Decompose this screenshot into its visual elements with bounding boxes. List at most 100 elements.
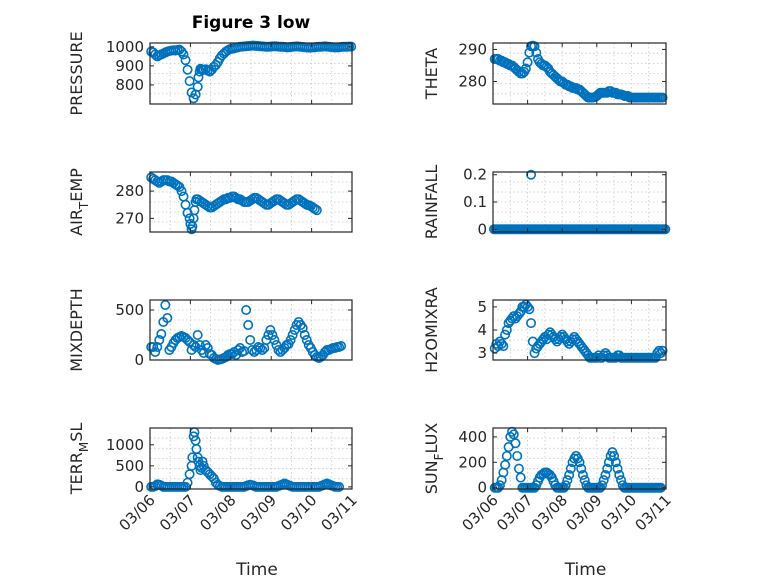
data-point	[297, 322, 308, 333]
y-tick-label: 1000	[106, 38, 144, 56]
data-point	[255, 342, 266, 353]
x-tick-label: 03/11	[632, 491, 675, 534]
y-tick-label: 290	[458, 40, 487, 58]
y-tick-label: 200	[458, 453, 487, 471]
data-point	[269, 334, 280, 345]
y-tick-label: 900	[115, 57, 144, 75]
y-tick-label: 0	[477, 479, 487, 497]
data-point	[657, 345, 668, 356]
y-tick-label: 0.1	[463, 193, 487, 211]
y-axis-label: THETA	[422, 48, 441, 100]
axes-frame	[492, 42, 667, 105]
y-axis-label: SUNFLUX	[422, 423, 446, 495]
axes-2: 280 290 THETA	[422, 40, 668, 105]
data-point	[603, 457, 614, 468]
x-tick-label: 03/08	[528, 491, 571, 534]
data-point	[311, 205, 322, 216]
axes-3: 270 280 AIRTEMP	[67, 168, 353, 236]
data-point	[507, 313, 518, 324]
x-tick-label: 03/06	[459, 491, 502, 534]
data-point	[285, 334, 296, 345]
data-point	[512, 450, 523, 461]
axes-6: 3 4 5 H2OMIXRA	[422, 287, 668, 373]
data-point	[567, 334, 578, 345]
figure-title: Figure 3 low	[192, 13, 311, 33]
data-point	[184, 469, 195, 480]
data-point	[154, 334, 165, 345]
axes-8: 0 200 400 SUNFLUX 03/0603/0703/0803/0903/100…	[422, 423, 675, 580]
data-point	[543, 329, 554, 340]
y-tick-label: 280	[115, 182, 144, 200]
data-point	[263, 329, 274, 340]
data-point	[273, 344, 284, 355]
data-point	[245, 334, 256, 345]
data-point	[610, 457, 621, 468]
data-point	[562, 475, 573, 486]
data-point	[562, 336, 573, 347]
data-point	[182, 334, 193, 345]
y-tick-label: 0	[477, 220, 487, 238]
data-point	[192, 329, 203, 340]
data-point	[500, 329, 511, 340]
data-point	[598, 475, 609, 486]
y-axis-label: AIRTEMP	[67, 168, 91, 236]
data-point	[334, 481, 345, 492]
data-point	[301, 334, 312, 345]
axes-frame	[149, 171, 353, 233]
data-point	[660, 224, 671, 235]
data-point	[148, 341, 159, 352]
x-tick-label: 03/11	[318, 491, 361, 534]
data-point	[612, 463, 623, 474]
y-axis-label: H2OMIXRA	[422, 287, 441, 373]
data-point	[182, 64, 193, 75]
data-point	[180, 199, 191, 210]
y-tick-label: 4	[477, 321, 487, 339]
y-axis-label: PRESSURE	[67, 31, 86, 115]
x-tick-label: 03/10	[277, 491, 320, 534]
data-point	[309, 203, 320, 214]
data-point	[265, 324, 276, 335]
data-point	[241, 304, 252, 315]
y-tick-label: 3	[477, 344, 487, 362]
data-point	[609, 450, 620, 461]
data-point	[577, 470, 588, 481]
data-point	[299, 329, 310, 340]
x-tick-label: 03/07	[156, 491, 199, 534]
x-tick-label: 03/09	[237, 491, 280, 534]
data-point	[287, 329, 298, 340]
data-point	[531, 47, 542, 58]
data-point	[529, 41, 540, 52]
axes-7: 0 500 1000 TERRMSL 03/0603/0703/0803/0903/10…	[67, 423, 361, 580]
y-axis-label: TERRMSL	[67, 423, 91, 496]
y-tick-label: 0.2	[463, 166, 487, 184]
data-point	[526, 169, 537, 180]
x-tick-label: 03/07	[493, 491, 536, 534]
axes-frame	[492, 427, 667, 490]
data-point	[150, 346, 161, 357]
x-axis-label: Time	[235, 560, 278, 580]
axes-frame	[149, 42, 353, 105]
data-point	[576, 463, 587, 474]
data-point	[160, 299, 171, 310]
data-point	[555, 331, 566, 342]
y-axis-label: RAINFALL	[422, 165, 441, 240]
x-tick-label: 03/06	[116, 491, 159, 534]
data-point	[176, 186, 187, 197]
x-tick-label: 03/10	[597, 491, 640, 534]
data-point	[178, 49, 189, 60]
data-point	[591, 352, 602, 363]
y-tick-label: 500	[115, 301, 144, 319]
y-tick-label: 500	[115, 457, 144, 475]
x-tick-label: 03/08	[196, 491, 239, 534]
data-point	[522, 57, 533, 68]
x-axis-label: Time	[564, 560, 607, 580]
data-point	[600, 470, 611, 481]
data-point	[657, 92, 668, 103]
axes-4: 0 0.1 0.2 RAINFALL	[422, 165, 671, 240]
y-tick-label: 1000	[106, 436, 144, 454]
data-point	[191, 444, 202, 455]
data-point	[178, 191, 189, 202]
data-point	[156, 328, 167, 339]
